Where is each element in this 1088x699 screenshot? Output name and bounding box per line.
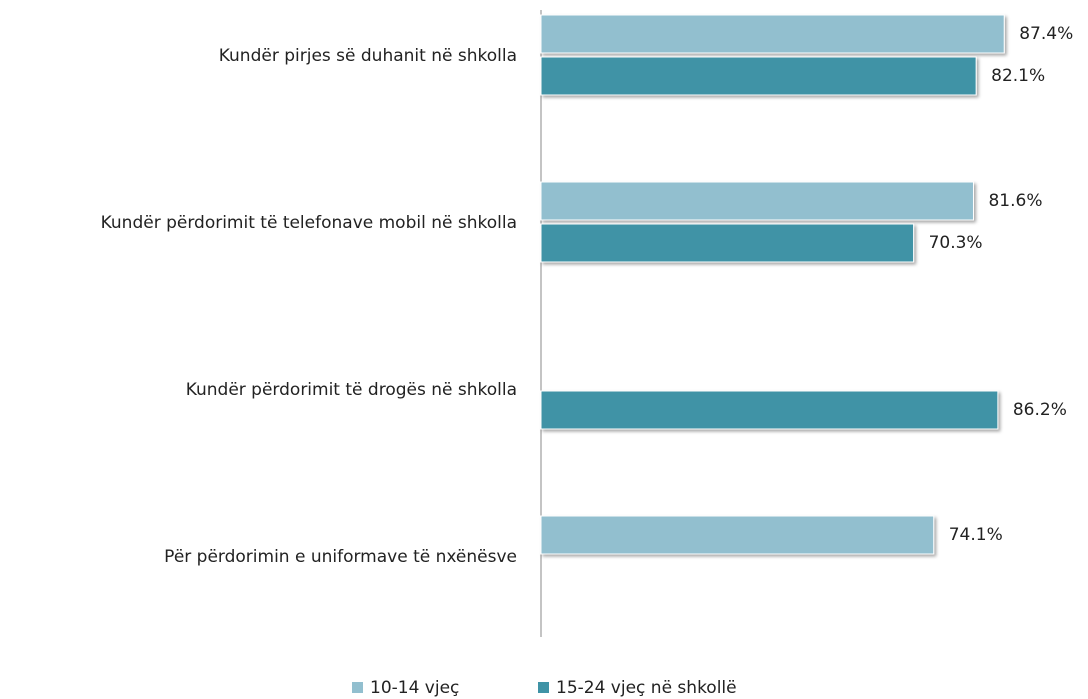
bar bbox=[540, 56, 977, 96]
value-label: 82.1% bbox=[991, 66, 1045, 86]
category-label: Kundër përdorimit të telefonave mobil në… bbox=[101, 213, 517, 233]
bar bbox=[540, 223, 915, 263]
value-label: 87.4% bbox=[1019, 24, 1073, 44]
legend-label: 15-24 vjeç në shkollë bbox=[556, 678, 737, 698]
category-label: Kundër përdorimit të drogës në shkolla bbox=[186, 380, 517, 400]
bar bbox=[540, 181, 974, 221]
bar bbox=[540, 390, 999, 430]
value-label: 86.2% bbox=[1013, 400, 1067, 420]
legend-label: 10-14 vjeç bbox=[370, 678, 459, 698]
value-label: 70.3% bbox=[929, 233, 983, 253]
category-label: Për përdorimin e uniformave të nxënësve bbox=[164, 547, 517, 567]
legend-swatch bbox=[538, 682, 549, 693]
value-label: 81.6% bbox=[988, 191, 1042, 211]
value-label: 74.1% bbox=[949, 525, 1003, 545]
bar bbox=[540, 14, 1005, 54]
category-label: Kundër pirjes së duhanit në shkolla bbox=[219, 46, 517, 66]
legend-swatch bbox=[352, 682, 363, 693]
bar bbox=[540, 515, 935, 555]
